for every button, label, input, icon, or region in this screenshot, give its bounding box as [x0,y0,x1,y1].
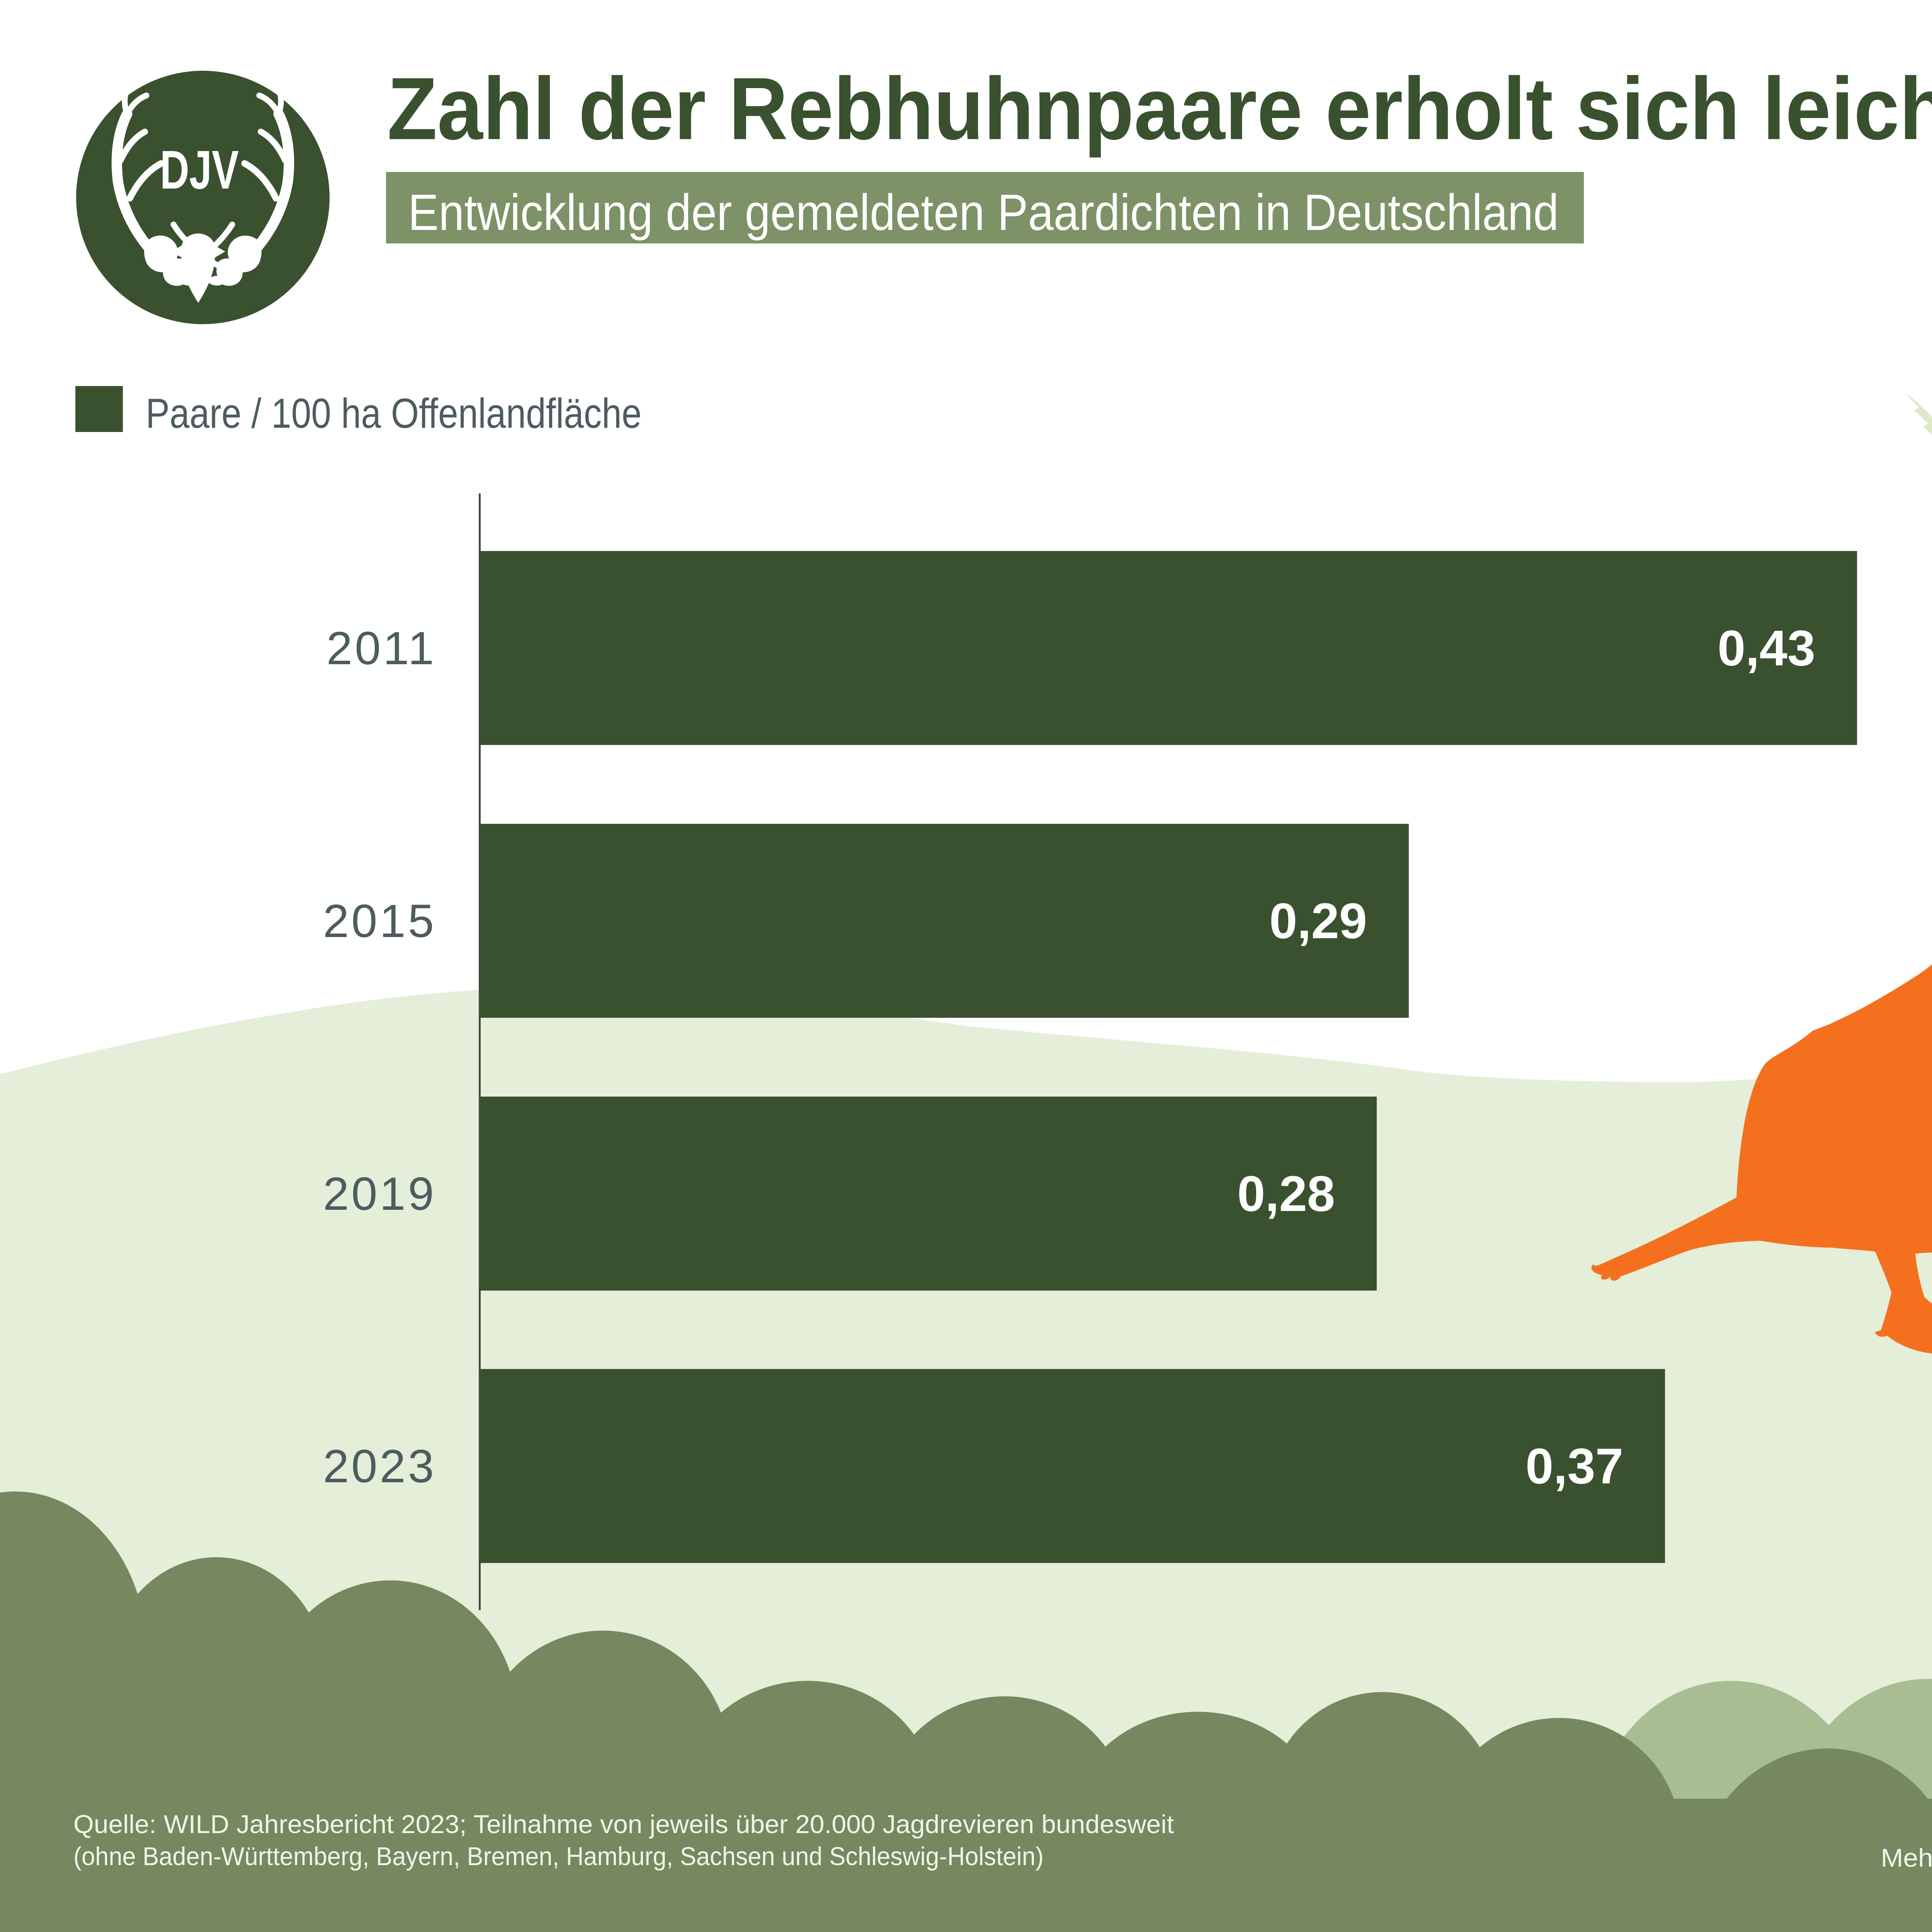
svg-text:DJV: DJV [160,139,239,200]
